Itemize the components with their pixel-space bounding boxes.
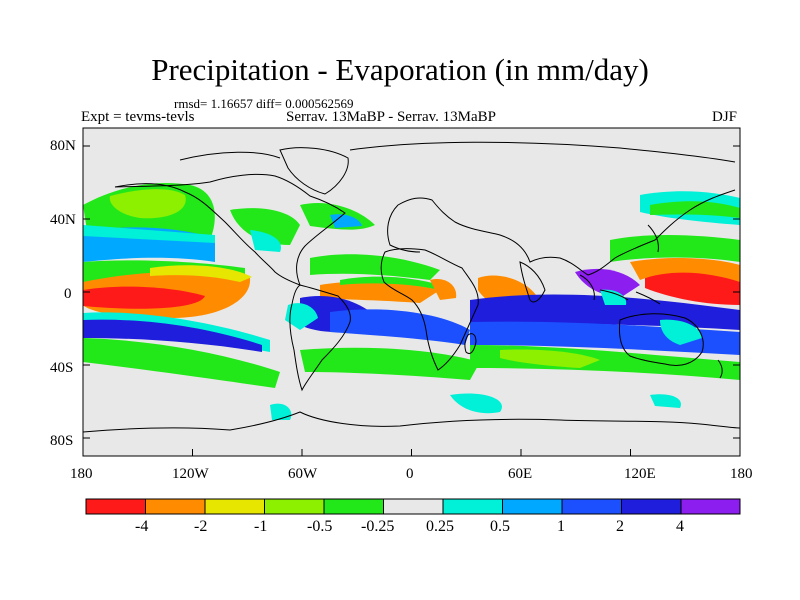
y-tick-label-80s: 80S [50,433,74,449]
y-tick-label-80n: 80N [50,138,76,154]
colorbar-bin-9 [621,498,682,515]
field-southern-ocean-cyan-1 [270,403,292,420]
x-tick-label-0: 0 [406,466,414,482]
field-north-america-green [230,208,300,245]
coastline-africa [380,248,479,371]
coastline-arctic [179,141,736,163]
coastline-madagascar [464,333,477,355]
colorbar-label: 1 [557,518,565,535]
colorbar-bin-3 [264,498,325,515]
field-atlantic-green-band [310,254,440,280]
colorbar-bin-4 [323,498,384,515]
field-australia-cyan [660,319,702,345]
field-north-america-cyan [250,230,281,252]
coastline-north-america [114,173,346,286]
field-south-america-cyan [285,303,318,330]
x-tick-label-60e: 60E [508,466,533,482]
field-west-pacific-green [610,235,740,262]
y-tick-label-40n: 40N [50,212,76,228]
field-north-atlantic-blue [330,214,362,228]
field-south-atlantic-blue [330,309,470,345]
colorbar-label: -0.5 [307,518,333,535]
colorbar-label: 4 [676,518,684,535]
x-tick-label-120e: 120E [624,466,656,482]
coastline-new-zealand [717,359,723,379]
x-tick-label-180w: 180 [70,466,93,482]
field-southern-ocean-cyan-2 [450,393,502,414]
coastline-south-america [289,284,351,392]
x-tick-label-120w: 120W [172,466,209,482]
field-tropical-atlantic-orange [320,281,440,303]
field-west-pacific-red [645,266,740,305]
field-west-pacific-orange [630,258,740,282]
coastline-japan [647,224,659,253]
field-layer [83,128,740,456]
field-south-atlantic-green [300,347,480,380]
coastline-greenland [279,147,349,195]
field-africa-orange [430,279,457,300]
field-northwest-pacific-green [650,201,740,218]
field-south-indian-lightgreen [500,349,600,368]
y-tick-label-0: 0 [64,286,72,302]
stats-label: rmsd= 1.16657 diff= 0.000562569 [174,96,354,111]
field-pacific-yellow-edge [150,265,252,282]
colorbar-label: -4 [135,518,149,535]
colorbar-bin-7 [502,498,563,515]
colorbar-label: -0.25 [361,518,395,535]
field-pacific-red [83,286,205,309]
field-tropical-atlantic-green [340,276,440,290]
colorbar-bin-8 [561,498,622,515]
experiment-label: Expt = tevms-tevls [81,109,195,125]
coastline-antarctica [83,411,740,433]
y-tick-label-40s: 40S [50,360,74,376]
colorbar [85,498,741,515]
colorbar-label: 0.5 [490,518,510,535]
coastline-india [519,261,546,303]
map-title: Precipitation - Evaporation (in mm/day) [151,52,649,87]
axis-ticks [82,145,741,456]
field-southern-ocean-cyan-3 [650,394,681,408]
field-maritime-cyan [600,289,627,305]
colorbar-bin-6 [442,498,503,515]
colorbar-label: 2 [616,518,624,535]
coastline-southeast-asia [579,274,661,305]
field-north-pacific-lightgreen [109,189,186,219]
colorbar-bin-0 [85,498,146,515]
colorbar-label: -1 [254,518,268,535]
field-south-pacific-green [83,338,280,388]
field-south-pacific-blue [83,319,262,352]
colorbar-bin-5 [383,498,444,515]
coastline-eurasia [387,189,736,276]
field-north-pacific-cyan [83,225,215,243]
colorbar-label: -2 [194,518,208,535]
colorbar-bin-1 [145,498,206,515]
colorbar-bin-2 [204,498,265,515]
field-maritime-purple [575,268,640,298]
x-tick-label-60w: 60W [288,466,318,482]
coastline-australia [619,313,704,366]
colorbar-label: 0.25 [426,518,454,535]
comparison-label: Serrav. 13MaBP - Serrav. 13MaBP [286,109,496,125]
season-label: DJF [712,109,738,125]
colorbar-bin-10 [680,498,741,515]
coastline-layer [83,141,740,433]
x-tick-label-180e: 180 [730,466,753,482]
